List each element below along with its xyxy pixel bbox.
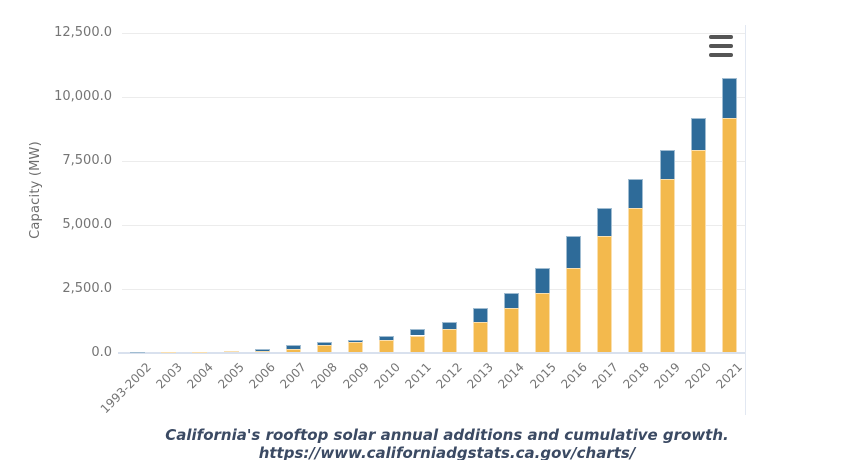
bar-2018-cumulative[interactable] <box>628 207 644 353</box>
bar-2017-addition[interactable] <box>597 207 613 237</box>
y-tick-label: 7,500.0 <box>62 152 112 168</box>
bar-1993-2002-addition[interactable] <box>130 351 146 353</box>
gridline <box>122 288 745 290</box>
bar-2021-addition[interactable] <box>721 77 737 118</box>
bar-2005-cumulative[interactable] <box>223 351 239 353</box>
bar-2013-addition[interactable] <box>472 307 488 322</box>
bar-2004-cumulative[interactable] <box>192 351 208 353</box>
gridline <box>122 160 745 162</box>
y-axis-title: Capacity (MW) <box>28 141 43 239</box>
bar-2017-cumulative[interactable] <box>597 236 613 353</box>
bar-2010-cumulative[interactable] <box>379 339 395 353</box>
y-tick-label: 10,000.0 <box>54 88 112 104</box>
gridline <box>122 33 745 34</box>
bar-2014-addition[interactable] <box>503 292 519 308</box>
bar-2015-cumulative[interactable] <box>535 292 551 353</box>
y-tick-label: 12,500.0 <box>54 25 112 40</box>
bar-2016-cumulative[interactable] <box>566 267 582 353</box>
hamburger-menu-icon <box>709 53 733 57</box>
bar-2013-cumulative[interactable] <box>472 321 488 353</box>
bar-2015-addition[interactable] <box>535 267 551 293</box>
bar-2007-cumulative[interactable] <box>285 348 301 353</box>
bar-2020-addition[interactable] <box>690 117 706 150</box>
y-tick-label: 0.0 <box>91 344 112 360</box>
gridline <box>122 224 745 226</box>
bar-2009-cumulative[interactable] <box>348 342 364 353</box>
bar-2011-cumulative[interactable] <box>410 335 426 353</box>
hamburger-menu-icon <box>709 44 733 48</box>
bar-2019-cumulative[interactable] <box>659 178 675 353</box>
bar-2007-addition[interactable] <box>285 345 301 349</box>
x-axis-baseline <box>118 351 745 354</box>
plot-area: Capacity (MW) 0.0 2,500.0 5,000.0 7,500.0 10… <box>28 25 746 416</box>
chart-caption: California's rooftop solar annual additi… <box>165 426 729 460</box>
bar-2008-cumulative[interactable] <box>316 345 332 353</box>
bar-2011-addition[interactable] <box>410 329 426 336</box>
bar-2021-cumulative[interactable] <box>721 117 737 353</box>
bar-2003-cumulative[interactable] <box>161 351 177 353</box>
y-tick-label: 2,500.0 <box>62 280 112 296</box>
bar-2010-addition[interactable] <box>379 335 395 340</box>
bar-2009-addition[interactable] <box>348 339 364 343</box>
bar-2008-addition[interactable] <box>316 342 332 346</box>
bar-2018-addition[interactable] <box>628 178 644 208</box>
bar-2016-addition[interactable] <box>566 236 582 268</box>
bar-2006-addition[interactable] <box>254 348 270 351</box>
gridline <box>122 96 745 98</box>
bar-2020-cumulative[interactable] <box>690 149 706 353</box>
y-tick-label: 5,000.0 <box>62 216 112 232</box>
bar-2006-cumulative[interactable] <box>254 350 270 353</box>
bar-2012-cumulative[interactable] <box>441 329 457 353</box>
bar-2019-addition[interactable] <box>659 149 675 179</box>
bar-2012-addition[interactable] <box>441 321 457 330</box>
plot-right-border <box>745 25 746 415</box>
chart-export-menu-button[interactable] <box>707 34 735 58</box>
hamburger-menu-icon <box>709 35 733 39</box>
bar-2014-cumulative[interactable] <box>503 307 519 353</box>
